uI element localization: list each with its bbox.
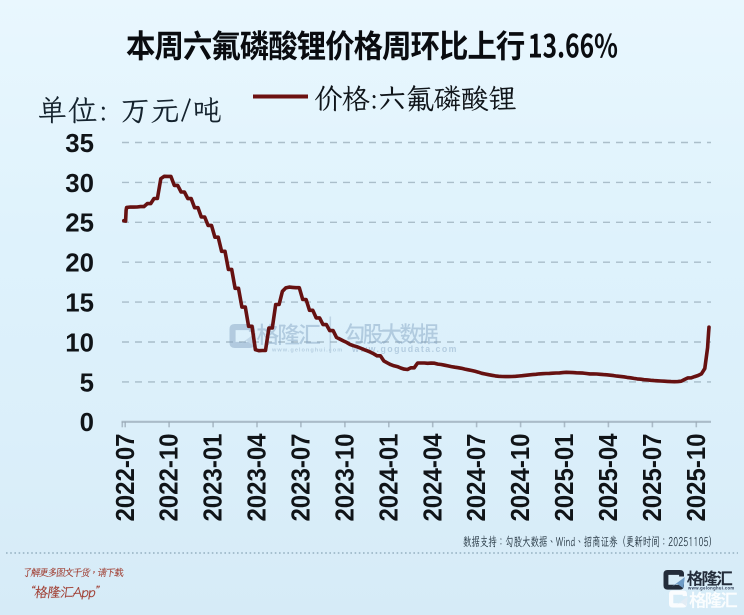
svg-text:2023-07: 2023-07 [287, 434, 316, 522]
svg-text:www.gogudata.com: www.gogudata.com [351, 344, 458, 354]
svg-text:www.gelonghui.com: www.gelonghui.com [271, 348, 343, 354]
svg-text:2022-10: 2022-10 [155, 434, 184, 522]
svg-text:2024-01: 2024-01 [375, 433, 404, 521]
svg-text:2024-07: 2024-07 [462, 434, 491, 522]
svg-text:30: 30 [65, 170, 94, 198]
svg-text:25: 25 [65, 210, 94, 238]
svg-text:0: 0 [80, 409, 94, 437]
svg-text:5: 5 [80, 369, 94, 397]
svg-text:2025-04: 2025-04 [594, 433, 623, 521]
svg-text:2025-10: 2025-10 [682, 434, 711, 522]
svg-text:10: 10 [65, 329, 94, 357]
svg-text:2024-04: 2024-04 [419, 433, 448, 521]
svg-text:2025-01: 2025-01 [550, 433, 579, 521]
svg-text:20: 20 [65, 250, 94, 278]
svg-text:www.gelonghui.com: www.gelonghui.com [687, 586, 735, 591]
svg-text:35: 35 [65, 130, 94, 158]
svg-text:15: 15 [65, 290, 94, 318]
svg-text:2025-07: 2025-07 [638, 434, 667, 522]
svg-text:2022-07: 2022-07 [111, 434, 140, 522]
svg-text:2023-01: 2023-01 [199, 433, 228, 521]
svg-text:2024-10: 2024-10 [506, 434, 535, 522]
svg-text:2023-10: 2023-10 [331, 434, 360, 522]
svg-text:2023-04: 2023-04 [243, 433, 272, 521]
